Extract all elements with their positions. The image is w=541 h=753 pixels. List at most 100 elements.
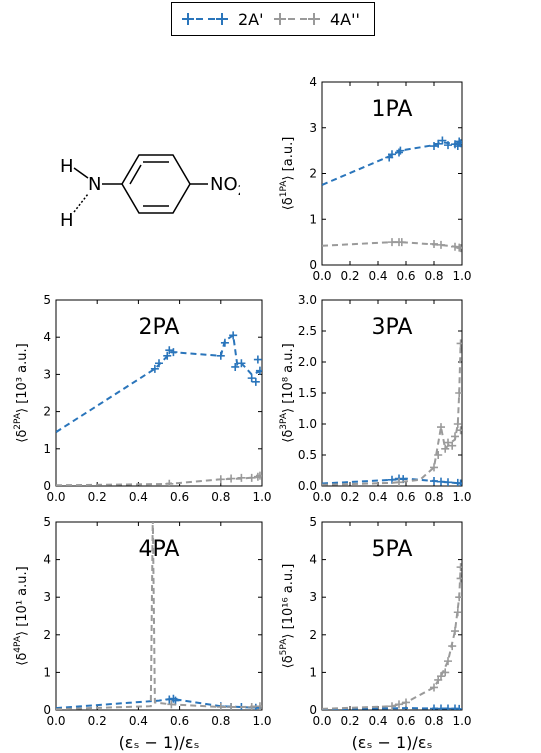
legend-label-2a: 2A' bbox=[238, 10, 264, 29]
series-4a-5pa bbox=[322, 563, 462, 710]
series-2a-2pa-marker bbox=[165, 346, 174, 355]
series-4a-3pa-marker bbox=[395, 478, 403, 486]
series-4a-5pa-marker bbox=[456, 574, 462, 583]
series-2a-1pa-marker bbox=[438, 136, 447, 145]
atom-h-bottom: H bbox=[60, 210, 74, 231]
y-tick-label-3pa: 1.5 bbox=[298, 386, 317, 400]
series-2a-5pa-marker bbox=[430, 704, 438, 710]
y-tick-label-3pa: 0.0 bbox=[298, 479, 317, 493]
y-axis-label-base: ⟨δ bbox=[15, 430, 30, 443]
x-tick-label-2pa: 0.0 bbox=[46, 490, 65, 504]
y-tick-label-1pa: 2 bbox=[309, 167, 317, 181]
y-tick-label-4pa: 5 bbox=[43, 515, 51, 529]
series-2a-1pa-marker bbox=[444, 141, 452, 150]
legend-item-4a: 4A'' bbox=[274, 10, 360, 29]
y-tick-label-4pa: 1 bbox=[43, 665, 51, 679]
series-4a-1pa-marker bbox=[456, 244, 462, 253]
series-2a-3pa-marker bbox=[430, 477, 438, 486]
series-2a-2pa-marker bbox=[251, 377, 260, 386]
series-4a-2pa-marker bbox=[247, 473, 256, 482]
series-2a-2pa-marker bbox=[169, 348, 178, 357]
series-4a-5pa-marker bbox=[395, 700, 403, 709]
series-2a-5pa-marker bbox=[437, 704, 445, 710]
y-axis-label-sup: 2PA bbox=[13, 412, 23, 430]
series-2a-2pa-marker bbox=[163, 351, 172, 360]
x-tick-label-5pa: 0.8 bbox=[424, 714, 443, 728]
series-4a-5pa-marker bbox=[437, 672, 445, 681]
y-tick-label-4pa: 4 bbox=[43, 553, 51, 567]
x-tick-label-1pa: 0.8 bbox=[424, 269, 443, 283]
x-tick-label-1pa: 1.0 bbox=[452, 269, 471, 283]
y-axis-label-sup: 5PA bbox=[279, 638, 289, 656]
series-2a-4pa-marker bbox=[171, 696, 180, 705]
y-tick-label-3pa: 2.0 bbox=[298, 355, 317, 369]
y-tick-label-1pa: 0 bbox=[309, 258, 317, 272]
series-4a-2pa bbox=[56, 471, 262, 486]
y-tick-label-1pa: 3 bbox=[309, 121, 317, 135]
y-axis-label-sup: 1PA bbox=[279, 180, 289, 198]
x-tick-label-5pa: 0.4 bbox=[368, 714, 387, 728]
x-tick-label-2pa: 0.6 bbox=[170, 490, 189, 504]
y-axis-label-1pa: ⟨δ1PA⟩ [a.u.] bbox=[279, 137, 296, 211]
series-4a-3pa-marker bbox=[441, 444, 450, 453]
series-4a-3pa-marker bbox=[453, 420, 462, 428]
series-2a-2pa-marker bbox=[247, 374, 256, 383]
y-tick-label-4pa: 3 bbox=[43, 590, 51, 604]
y-tick-label-2pa: 3 bbox=[43, 367, 51, 381]
y-tick-label-1pa: 1 bbox=[309, 212, 317, 226]
series-4a-5pa-line bbox=[322, 567, 462, 710]
x-tick-label-4pa: 0.4 bbox=[129, 714, 148, 728]
series-4a-4pa bbox=[56, 522, 262, 710]
chart-title-3pa: 3PA bbox=[372, 315, 413, 340]
series-4a-3pa-marker bbox=[451, 432, 459, 441]
series-2a-2pa-marker bbox=[216, 351, 225, 360]
chart-frame-4pa bbox=[55, 521, 263, 711]
atom-n: N bbox=[88, 174, 101, 195]
x-tick-label-3pa: 0.4 bbox=[368, 490, 387, 504]
series-4a-3pa bbox=[322, 339, 462, 486]
series-2a-1pa-marker bbox=[455, 137, 462, 146]
series-2a-2pa-marker bbox=[255, 366, 262, 375]
series-4a-1pa-line bbox=[322, 241, 462, 249]
x-tick-label-4pa: 0.8 bbox=[211, 714, 230, 728]
series-4a-4pa-marker bbox=[167, 700, 176, 709]
y-tick-label-5pa: 0 bbox=[309, 703, 317, 717]
series-4a-5pa-marker bbox=[451, 627, 459, 636]
legend-graphic: 2A' 4A'' bbox=[182, 10, 360, 29]
series-4a-3pa-marker bbox=[430, 463, 438, 472]
y-tick-label-2pa: 1 bbox=[43, 442, 51, 456]
chart-title-2pa: 2PA bbox=[139, 315, 180, 340]
x-tick-label-1pa: 0.2 bbox=[340, 269, 359, 283]
series-4a-2pa-marker bbox=[237, 473, 246, 482]
y-tick-label-5pa: 4 bbox=[309, 553, 317, 567]
series-2a-1pa-marker bbox=[434, 139, 443, 148]
y-tick-label-5pa: 5 bbox=[309, 515, 317, 529]
x-axis-label-5pa: (εₛ − 1)/εₛ bbox=[352, 733, 433, 752]
chart-frame-2pa bbox=[55, 299, 263, 487]
x-tick-label-3pa: 0.0 bbox=[312, 490, 331, 504]
series-4a-2pa-marker bbox=[255, 471, 262, 480]
bond-n-h-top bbox=[73, 167, 89, 179]
series-4a-4pa-marker bbox=[227, 702, 236, 710]
chart-title-5pa: 5PA bbox=[372, 537, 413, 562]
series-2a-5pa bbox=[322, 704, 462, 710]
y-axis-label-base: ⟨δ bbox=[15, 653, 30, 666]
y-axis-label-unit: ⟩ [10³ a.u.] bbox=[15, 343, 30, 413]
series-4a-3pa-line bbox=[322, 343, 462, 486]
series-4a-5pa-marker bbox=[456, 563, 462, 572]
y-tick-label-3pa: 3.0 bbox=[298, 293, 317, 307]
y-axis-label-base: ⟨δ bbox=[281, 430, 296, 443]
y-axis-label-sup: 3PA bbox=[279, 412, 289, 430]
series-4a-3pa-marker bbox=[456, 426, 462, 435]
series-4a-5pa-marker bbox=[388, 702, 396, 710]
series-2a-3pa-marker bbox=[444, 478, 452, 486]
series-2a-2pa-marker bbox=[155, 359, 163, 368]
chart-title-1pa: 1PA bbox=[372, 97, 413, 122]
y-tick-label-4pa: 0 bbox=[43, 703, 51, 717]
x-tick-label-1pa: 0.0 bbox=[312, 269, 331, 283]
series-2a-2pa-marker bbox=[231, 362, 240, 371]
